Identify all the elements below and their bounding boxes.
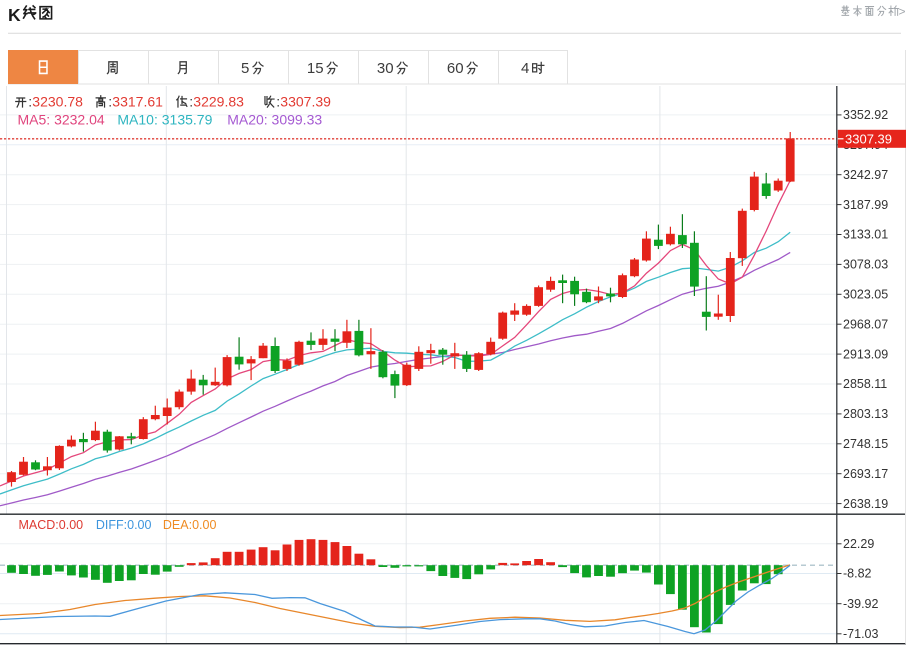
svg-text:3187.99: 3187.99 <box>843 198 888 212</box>
svg-text:30: 30 <box>377 60 394 77</box>
svg-text:-39.92: -39.92 <box>843 597 878 611</box>
svg-text:2858.11: 2858.11 <box>843 377 887 391</box>
svg-text:3078.03: 3078.03 <box>843 258 888 272</box>
svg-text:3242.97: 3242.97 <box>843 168 888 182</box>
svg-text:15: 15 <box>307 60 324 77</box>
svg-text::: : <box>189 94 193 110</box>
svg-text:MACD:0.00: MACD:0.00 <box>19 518 84 532</box>
svg-text:-71.03: -71.03 <box>843 627 878 641</box>
svg-text:3352.92: 3352.92 <box>843 108 888 122</box>
svg-text:3230.78: 3230.78 <box>32 94 83 110</box>
svg-text:3317.61: 3317.61 <box>112 94 163 110</box>
svg-text:DIFF:0.00: DIFF:0.00 <box>96 518 152 532</box>
svg-text:MA5: 3232.04: MA5: 3232.04 <box>18 112 105 128</box>
svg-text:2803.13: 2803.13 <box>843 407 888 421</box>
svg-text:2913.09: 2913.09 <box>843 347 888 361</box>
svg-text::: : <box>108 94 112 110</box>
svg-text:>: > <box>899 5 906 19</box>
svg-text:MA20: 3099.33: MA20: 3099.33 <box>227 112 322 128</box>
svg-text:22.29: 22.29 <box>843 537 874 551</box>
svg-text:4: 4 <box>521 60 529 77</box>
svg-text:-8.82: -8.82 <box>843 567 872 581</box>
svg-text:3023.05: 3023.05 <box>843 288 888 302</box>
svg-text:2748.15: 2748.15 <box>843 437 888 451</box>
svg-text::: : <box>276 94 280 110</box>
svg-text:2693.17: 2693.17 <box>843 467 888 481</box>
svg-text:MA10: 3135.79: MA10: 3135.79 <box>117 112 212 128</box>
svg-text:3229.83: 3229.83 <box>193 94 244 110</box>
svg-text:60: 60 <box>447 60 464 77</box>
svg-text:DEA:0.00: DEA:0.00 <box>163 518 217 532</box>
svg-text:2638.19: 2638.19 <box>843 497 888 511</box>
svg-text:3133.01: 3133.01 <box>843 228 888 242</box>
svg-text:K: K <box>8 5 21 25</box>
svg-text:3307.39: 3307.39 <box>280 94 331 110</box>
svg-text:2968.07: 2968.07 <box>843 317 888 331</box>
svg-text::: : <box>28 94 32 110</box>
svg-text:3307.39: 3307.39 <box>845 131 892 146</box>
svg-text:5: 5 <box>241 60 249 77</box>
